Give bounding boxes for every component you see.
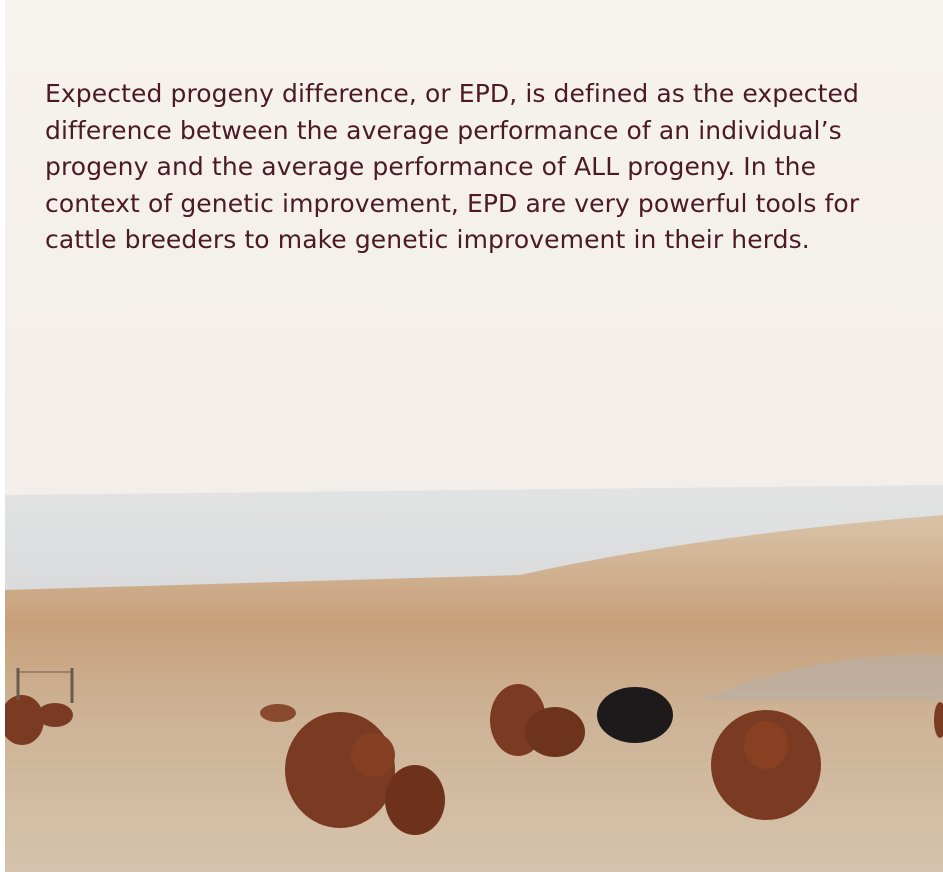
page: Expected progeny difference, or EPD, is …	[0, 0, 943, 872]
paragraph: Expected progeny difference, or EPD, is …	[45, 76, 875, 259]
border	[0, 0, 5, 872]
